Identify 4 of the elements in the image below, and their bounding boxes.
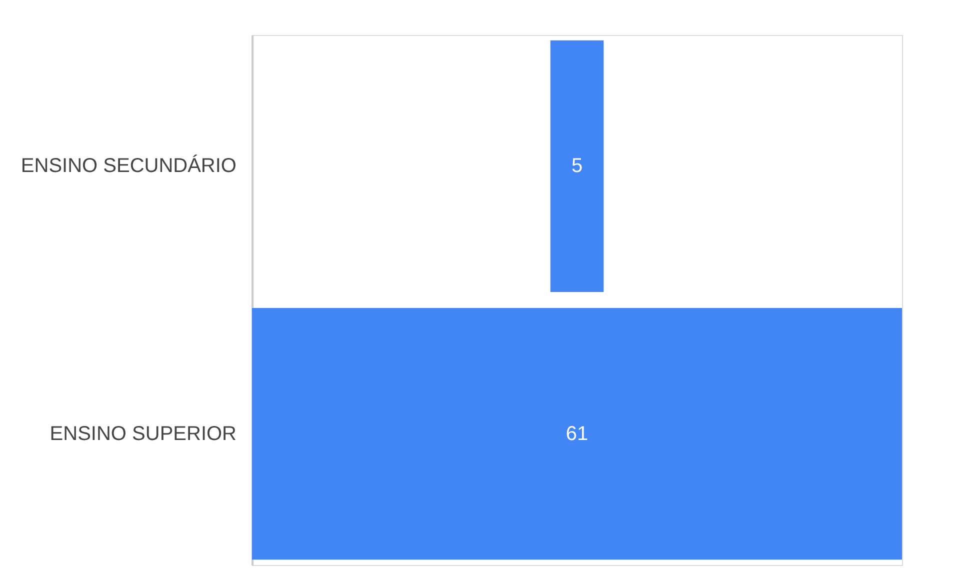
category-label: ENSINO SECUNDÁRIO [20,154,236,178]
category-label: ENSINO SUPERIOR [50,422,236,445]
data-label: 5 [571,155,583,178]
data-label: 61 [566,422,588,445]
